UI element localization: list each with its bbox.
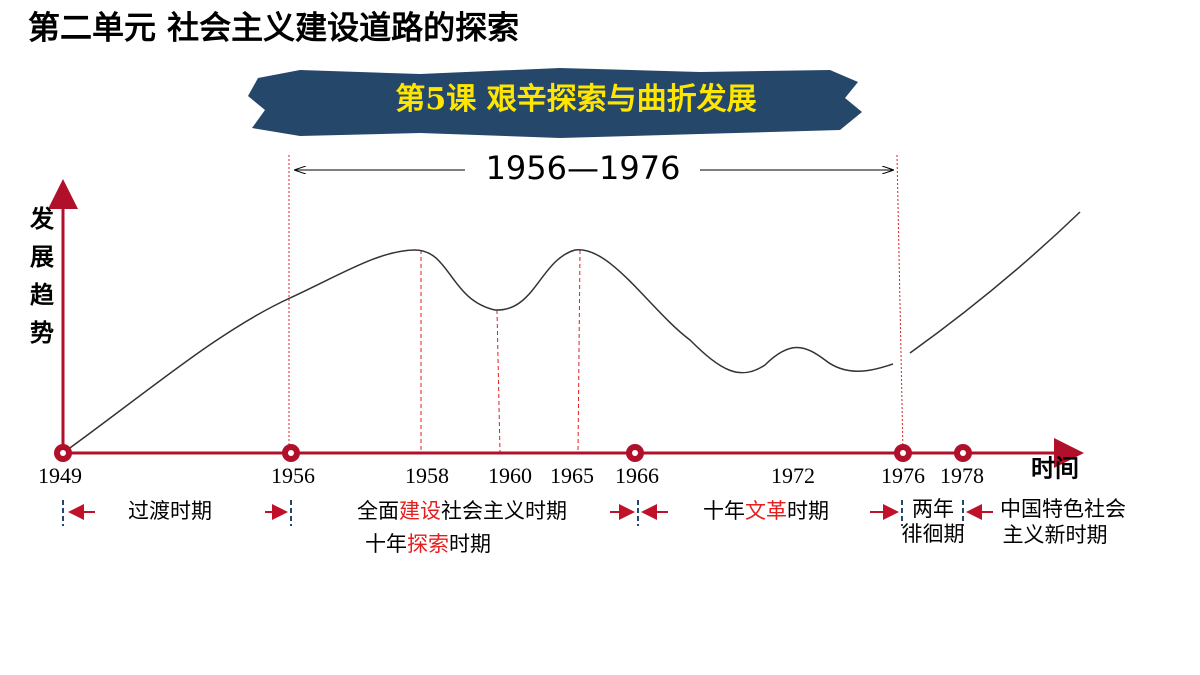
page-title: 第二单元 社会主义建设道路的探索 [28,9,519,47]
banner-bg [248,68,862,138]
period-label-part: 建设 [399,499,441,523]
year-label: 1960 [488,463,532,488]
period-label-part: 十年 [365,532,407,556]
period-label: 全面建设社会主义时期 [357,499,567,523]
period-label-part: 全面 [357,499,399,523]
year-label: 1965 [550,463,594,488]
year-label: 1972 [771,463,815,488]
span-line [896,154,904,454]
period-label: 十年探索时期 [365,532,491,556]
period-label-part: 文革 [745,499,787,523]
trend-curve [909,211,1081,354]
guide-line [577,249,581,454]
period-label: 中国特色社会 [1000,497,1126,521]
milestone-dot-inner [900,450,906,456]
span-label: 1956—1976 [486,149,681,187]
y-label-char: 展 [30,243,54,271]
period-label: 过渡时期 [128,499,212,523]
period-label: 十年文革时期 [703,499,829,523]
milestone-dot-inner [288,450,294,456]
y-label-char: 势 [30,319,54,347]
period-label-part: 过渡时期 [128,499,212,523]
period-label-part: 徘徊期 [902,522,965,546]
milestone-dot-inner [960,450,966,456]
year-label: 1976 [881,463,925,488]
period-label-part: 中国特色社会 [1000,497,1126,521]
period-label-part: 探索 [407,532,449,556]
year-label: 1956 [271,463,315,488]
year-labels: 1949 1956 1958 1960 1965 1966 1972 1976 1978 [38,463,984,488]
period-label: 主义新时期 [1003,523,1108,547]
trend-curve [62,249,894,454]
year-label: 1978 [940,463,984,488]
period-label-part: 社会主义时期 [441,499,567,523]
period-label-part: 主义新时期 [1003,523,1108,547]
milestones [54,444,972,462]
period-label-part: 十年 [703,499,745,523]
milestone-dot-inner [632,450,638,456]
y-label-char: 发 [29,205,54,233]
year-label: 1958 [405,463,449,488]
year-label: 1949 [38,463,82,488]
period-label-part: 两年 [912,497,954,521]
period-label-part: 时期 [787,499,829,523]
period-label-part: 时期 [449,532,491,556]
y-label-char: 趋 [30,281,55,309]
year-label: 1966 [615,463,659,488]
period-label: 两年 [912,497,954,521]
banner-title: 第5课 艰辛探索与曲折发展 [395,82,756,117]
milestone-dot-inner [60,450,66,456]
period-label: 徘徊期 [902,522,965,546]
y-axis-label: 发展趋势 [29,205,55,347]
x-axis-label: 时间 [1031,454,1079,483]
guide-line [496,309,501,454]
